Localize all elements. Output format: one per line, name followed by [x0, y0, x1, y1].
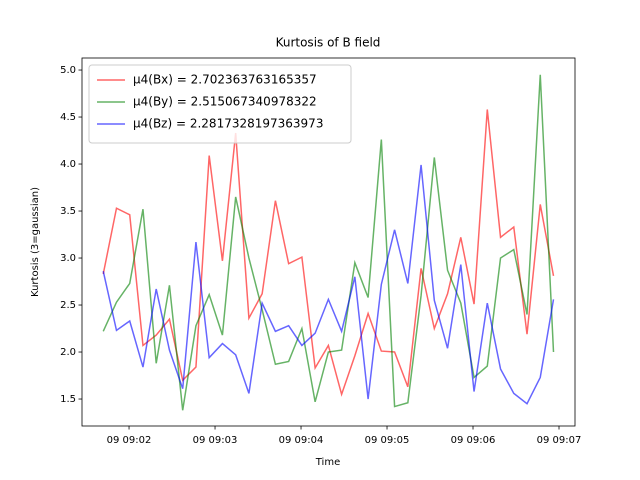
y-tick-label: 5.0 [60, 65, 76, 76]
legend-label: μ4(Bx) = 2.702363763165357 [133, 73, 317, 87]
legend-box [88, 64, 352, 144]
y-tick-label: 3.0 [60, 253, 76, 264]
y-tick-label: 4.5 [60, 112, 76, 123]
x-axis-label: Time [315, 457, 340, 468]
y-tick-label: 3.5 [60, 206, 76, 217]
x-tick-label: 09 09:02 [107, 435, 152, 446]
y-tick-label: 2.5 [60, 300, 76, 311]
x-tick-label: 09 09:03 [193, 435, 238, 446]
y-tick-label: 2.0 [60, 347, 76, 358]
series-line [102, 109, 555, 397]
y-axis-label: Kurtosis (3=gaussian) [30, 187, 41, 297]
series-line [102, 74, 555, 411]
y-tick-label: 1.5 [60, 394, 76, 405]
x-tick-label: 09 09:06 [451, 435, 496, 446]
x-tick-label: 09 09:04 [279, 435, 324, 446]
chart-title: Kurtosis of B field [276, 36, 381, 50]
legend-label: μ4(Bz) = 2.2817328197363973 [133, 117, 323, 131]
x-tick-label: 09 09:05 [365, 435, 410, 446]
legend-label: μ4(By) = 2.515067340978322 [133, 95, 317, 109]
x-tick-label: 09 09:07 [537, 435, 582, 446]
plot-frame [81, 57, 576, 427]
series-line [102, 164, 555, 405]
y-tick-label: 4.0 [60, 159, 76, 170]
